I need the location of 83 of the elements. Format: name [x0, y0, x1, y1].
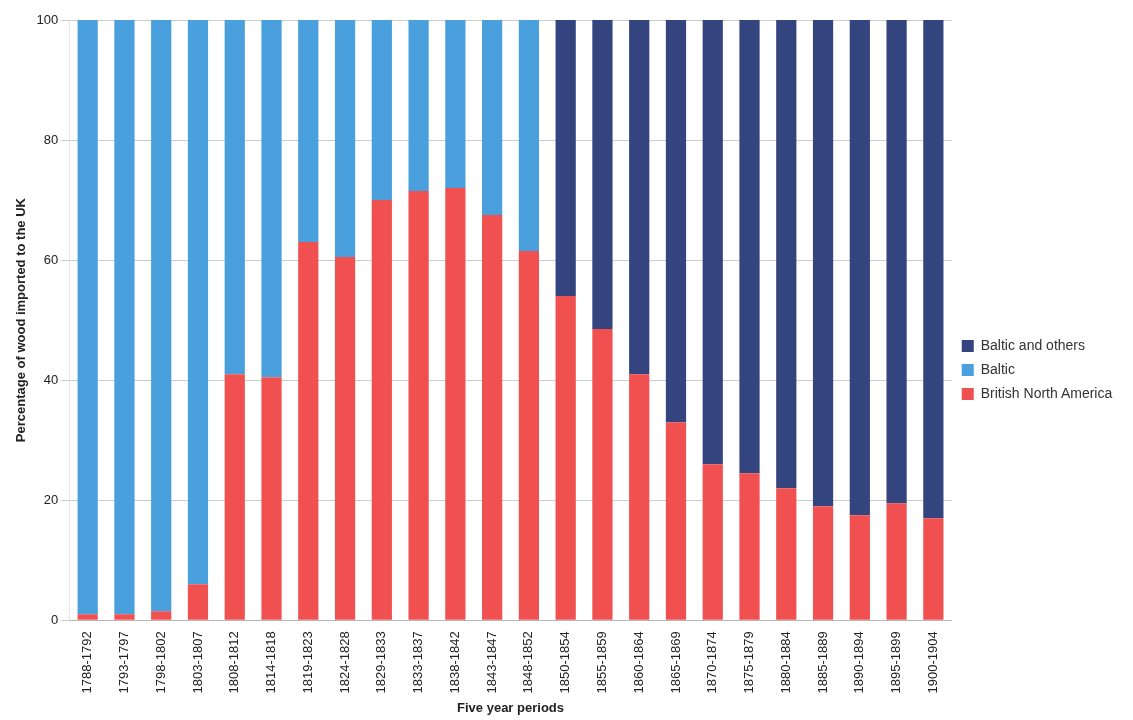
bar — [187, 20, 209, 585]
bar — [739, 473, 760, 620]
x-tick-label: 1860-1864 — [630, 631, 646, 694]
bar — [371, 200, 392, 620]
bar — [298, 242, 319, 620]
bar — [445, 188, 466, 620]
x-tick-label: 1838-1842 — [446, 631, 462, 694]
bar — [482, 215, 503, 620]
x-tick-label: 1814-1818 — [263, 631, 279, 694]
x-tick-label: 1829-1833 — [373, 631, 389, 694]
bar — [702, 464, 723, 620]
bar — [224, 20, 245, 375]
bar — [408, 20, 429, 192]
bar — [555, 296, 576, 620]
y-tick-label: 60 — [43, 251, 59, 267]
bar — [629, 20, 650, 375]
x-tick-label: 1885-1889 — [814, 631, 830, 694]
bar — [187, 584, 209, 620]
bar — [114, 20, 135, 615]
bar — [886, 503, 907, 620]
bar — [629, 374, 650, 620]
x-tick-label: 1895-1899 — [888, 631, 904, 694]
bar — [923, 518, 944, 620]
y-tick-label: 40 — [43, 371, 59, 387]
x-tick-label: 1880-1884 — [777, 631, 793, 694]
bar — [923, 20, 944, 519]
x-tick-label: 1803-1807 — [189, 631, 205, 694]
bar — [151, 20, 172, 612]
bar — [151, 611, 172, 620]
x-tick-label: 1855-1859 — [594, 631, 610, 694]
x-axis-title: Five year periods — [457, 699, 564, 715]
bar — [812, 20, 834, 507]
bar — [776, 488, 797, 620]
x-tick-label: 1808-1812 — [226, 631, 242, 694]
bar — [665, 20, 687, 423]
x-tick-label: 1850-1854 — [557, 631, 573, 694]
bar — [261, 377, 282, 620]
bar — [261, 20, 282, 378]
legend-label: Baltic and others — [980, 336, 1086, 353]
x-tick-label: 1848-1852 — [520, 631, 536, 694]
y-tick-label: 80 — [43, 131, 59, 147]
bar — [224, 374, 245, 620]
x-tick-label: 1798-1802 — [152, 631, 168, 694]
bar — [77, 20, 98, 615]
bar — [665, 422, 687, 620]
bar — [482, 20, 503, 216]
x-tick-label: 1890-1894 — [851, 631, 867, 694]
legend-label: British North America — [980, 384, 1113, 401]
bar — [445, 20, 466, 189]
bar — [592, 20, 613, 330]
bar — [334, 20, 356, 258]
bar — [739, 20, 760, 474]
bar — [77, 614, 98, 620]
x-tick-label: 1875-1879 — [741, 631, 757, 694]
legend-label: Baltic — [980, 360, 1015, 377]
bar — [408, 191, 429, 620]
bar — [298, 20, 319, 243]
bar — [592, 329, 613, 620]
x-tick-label: 1833-1837 — [410, 631, 426, 694]
bar — [518, 251, 540, 620]
x-tick-label: 1843-1847 — [483, 631, 499, 694]
bar — [702, 20, 723, 465]
x-tick-label: 1900-1904 — [924, 631, 940, 694]
bar — [849, 20, 870, 516]
bar — [886, 20, 907, 504]
x-tick-label: 1824-1828 — [336, 631, 352, 694]
y-axis-title: Percentage of wood imported to the UK — [13, 197, 29, 443]
y-tick-label: 0 — [51, 611, 59, 627]
bar — [849, 515, 870, 620]
y-tick-label: 100 — [36, 11, 59, 27]
bar — [114, 614, 135, 620]
bar — [555, 20, 576, 297]
x-tick-label: 1788-1792 — [79, 631, 95, 694]
x-tick-label: 1819-1823 — [299, 631, 315, 694]
bar — [776, 20, 797, 489]
bar — [334, 257, 356, 620]
x-tick-label: 1870-1874 — [704, 631, 720, 694]
bar — [518, 20, 540, 252]
y-tick-label: 20 — [43, 491, 59, 507]
x-tick-label: 1865-1869 — [667, 631, 683, 694]
x-tick-label: 1793-1797 — [116, 631, 132, 694]
bar — [371, 20, 392, 201]
bar — [812, 506, 834, 620]
